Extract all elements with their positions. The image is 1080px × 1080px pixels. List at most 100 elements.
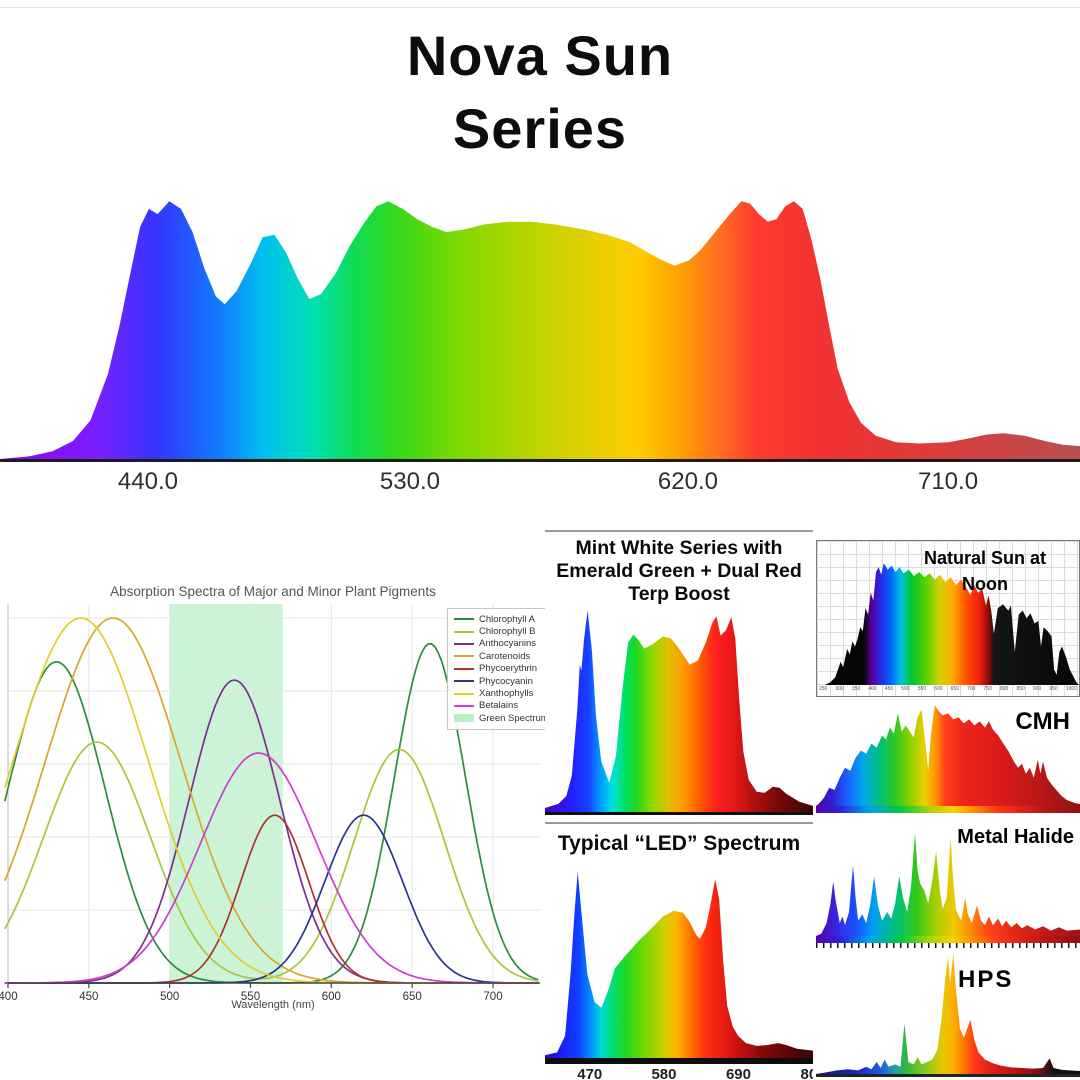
natural-sun-ticks: 250 300 350 400 450 500 550 600 650 700 750 800 850 9…: [819, 686, 1077, 692]
legend-item: Anthocyanins: [454, 638, 546, 650]
cmh-rainbow-baseline: [816, 806, 1080, 813]
legend-swatch: [454, 692, 474, 695]
led-tick-690: 690: [725, 1066, 751, 1080]
sun-tick-label: 950: [1049, 686, 1058, 692]
cmh-panel: CMH: [816, 700, 1080, 814]
led-tick-800: 800: [800, 1066, 813, 1080]
natural-sun-title-line1: Natural Sun at: [923, 548, 1047, 568]
legend-label: Chlorophyll A: [479, 613, 535, 625]
legend-label: Phycoerythrin: [479, 663, 538, 675]
axis-tick-620: 620.0: [657, 468, 718, 495]
svg-text:400: 400: [0, 991, 18, 1003]
legend-label: Anthocyanins: [479, 638, 537, 650]
legend-swatch: [454, 704, 474, 707]
mint-white-baseline: [545, 812, 813, 815]
sun-tick-label: 600: [934, 686, 943, 692]
absorption-legend: Chlorophyll A Chlorophyll B Anthocyanins Ca…: [447, 608, 546, 730]
natural-sun-title: Natural Sun at Noon: [895, 545, 1075, 597]
sun-tick-label: 700: [967, 686, 976, 692]
sun-tick-label: 850: [1016, 686, 1025, 692]
poster-title-line2: Series: [452, 96, 628, 160]
hps-panel: HPS: [816, 950, 1080, 1080]
mint-white-title: Mint White Series with Emerald Green + D…: [545, 537, 813, 606]
legend-label: Chlorophyll B: [479, 626, 536, 638]
legend-swatch: [454, 667, 474, 670]
svg-text:450: 450: [79, 991, 98, 1003]
legend-swatch: [454, 655, 474, 658]
metal-halide-rainbow-baseline: [816, 936, 1080, 943]
sun-tick-label: 900: [1032, 686, 1042, 692]
legend-item: Chlorophyll A: [454, 613, 546, 625]
absorption-spectra-panel: 400 450 500 550 600 650 700 Absorption Spectra…: [0, 578, 546, 1024]
typical-led-baseline: [545, 1058, 813, 1064]
legend-label: Phycocyanin: [479, 675, 533, 687]
hps-title: HPS: [958, 966, 1014, 993]
main-spectrum-panel: 440.0 530.0 620.0 710.0: [0, 166, 1080, 506]
svg-text:600: 600: [322, 991, 341, 1003]
mint-white-title-line1: Mint White Series with: [575, 537, 783, 559]
legend-swatch: [454, 680, 474, 683]
legend-label: Carotenoids: [479, 650, 531, 662]
hps-spectrum-chart: [816, 953, 1080, 1074]
typical-led-title: Typical “LED” Spectrum: [557, 832, 801, 855]
natural-sun-title-line2: Noon: [962, 574, 1008, 594]
typical-led-panel: Typical “LED” Spectrum 470 580 690 800: [545, 822, 813, 1080]
metal-halide-tick-strip: [816, 943, 1080, 948]
natural-sun-panel: Natural Sun at Noon 250 300 350 400 450 500 55…: [816, 540, 1080, 697]
main-spectrum-axis: [0, 459, 1080, 462]
mint-white-title-line3: Terp Boost: [628, 583, 730, 605]
poster-title-line1: Nova Sun: [406, 24, 674, 87]
sun-tick-label: 1000: [1065, 686, 1077, 692]
svg-text:650: 650: [403, 991, 422, 1003]
led-tick-470: 470: [577, 1066, 603, 1080]
legend-label: Betalains: [479, 700, 519, 712]
hps-baseline: [816, 1074, 1080, 1077]
sun-tick-label: 500: [901, 686, 910, 692]
metal-halide-title: Metal Halide: [957, 826, 1074, 848]
svg-text:500: 500: [160, 991, 179, 1003]
natural-sun-chart: [817, 563, 1079, 685]
legend-swatch: [454, 630, 474, 633]
typical-led-spectrum-chart: [545, 871, 813, 1058]
legend-item: Phycocyanin: [454, 675, 546, 687]
mint-white-spectrum-chart: [545, 610, 813, 812]
poster-title: Nova Sun Series: [0, 20, 1080, 166]
sun-tick-label: 800: [999, 686, 1009, 692]
legend-item: Phycoerythrin: [454, 663, 546, 675]
axis-tick-440: 440.0: [117, 468, 178, 495]
svg-text:700: 700: [483, 991, 502, 1003]
cmh-spectrum-chart: [816, 705, 1080, 806]
sun-tick-label: 400: [868, 686, 877, 692]
legend-item: Xanthophylls: [454, 687, 546, 699]
mint-white-title-line2: Emerald Green + Dual Red: [556, 560, 802, 582]
legend-item: Chlorophyll B: [454, 625, 546, 637]
legend-swatch: [454, 714, 474, 723]
metal-halide-panel: Metal Halide: [816, 818, 1080, 950]
main-spectrum-chart: [0, 201, 1080, 459]
legend-item: Carotenoids: [454, 650, 546, 662]
sun-tick-label: 250: [819, 686, 828, 692]
absorption-x-axis-label: Wavelength (nm): [231, 999, 315, 1011]
absorption-chart: 400 450 500 550 600 650 700: [0, 604, 540, 1003]
svg-text:550: 550: [241, 991, 260, 1003]
legend-label: Xanthophylls: [479, 688, 534, 700]
legend-item: Betalains: [454, 700, 546, 712]
legend-swatch: [454, 618, 474, 621]
sun-tick-label: 750: [983, 686, 992, 692]
sun-tick-label: 350: [851, 686, 861, 692]
legend-label: Green Spectrum: [479, 712, 546, 724]
absorption-chart-title: Absorption Spectra of Major and Minor Pl…: [110, 584, 436, 599]
legend-item: Green Spectrum: [454, 712, 546, 724]
sun-tick-label: 550: [917, 686, 927, 692]
metal-halide-spectrum-chart: [816, 832, 1080, 936]
legend-swatch: [454, 642, 474, 645]
cmh-title: CMH: [1015, 708, 1070, 735]
axis-tick-530: 530.0: [379, 468, 440, 495]
sun-tick-label: 650: [950, 686, 959, 692]
sun-tick-label: 300: [835, 686, 844, 692]
mint-white-panel: Mint White Series with Emerald Green + D…: [545, 530, 813, 816]
top-divider: [0, 7, 1080, 8]
axis-tick-710: 710.0: [917, 468, 979, 495]
led-tick-580: 580: [651, 1066, 677, 1080]
